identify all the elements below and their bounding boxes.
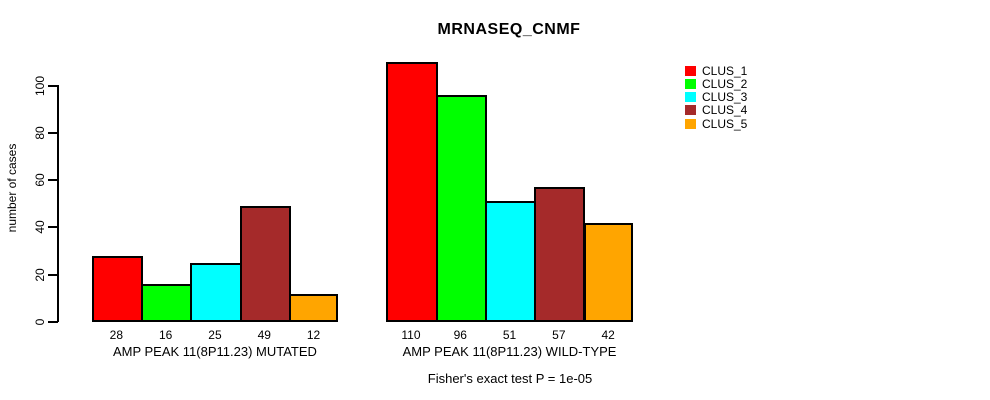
legend-item: CLUS_1 <box>685 63 748 78</box>
legend-swatch-icon <box>685 118 696 129</box>
bar-value-label: 51 <box>502 328 517 342</box>
y-axis-title: number of cases <box>5 143 19 233</box>
bar-value-label: 28 <box>109 328 124 342</box>
bar-value-label: 96 <box>453 328 467 342</box>
bar-value-label: 25 <box>208 328 222 342</box>
y-tick-label: 0 <box>33 318 47 326</box>
bar-value-label: 110 <box>401 328 421 342</box>
group-axis-label: AMP PEAK 11(8P11.23) MUTATED <box>112 344 317 359</box>
bar-value-label: 16 <box>158 328 173 342</box>
bar-value-label: 12 <box>306 328 321 342</box>
bar-clus_2 <box>435 94 487 322</box>
legend-item: CLUS_5 <box>685 116 748 131</box>
bar-clus_4 <box>239 206 291 322</box>
y-axis-line <box>56 84 59 322</box>
y-tick-label: 60 <box>33 173 47 187</box>
chart-title: MRNASEQ_CNMF <box>437 21 581 38</box>
bar-clus_5 <box>288 293 339 322</box>
legend-item: CLUS_2 <box>685 76 748 91</box>
y-tick-label: 80 <box>33 126 47 140</box>
bar-clus_1 <box>91 255 143 322</box>
y-tick <box>48 226 58 229</box>
stat-caption: Fisher's exact test P = 1e-05 <box>427 371 593 386</box>
bar-clus_1 <box>386 61 438 322</box>
bar-value-label: 42 <box>601 328 615 342</box>
legend-label: CLUS_2 <box>702 76 748 91</box>
bar-value-label: 57 <box>552 328 566 342</box>
legend-swatch-icon <box>685 105 696 116</box>
legend-label: CLUS_3 <box>702 90 748 105</box>
y-tick-label: 20 <box>33 268 47 282</box>
legend-swatch-icon <box>685 78 696 89</box>
y-tick <box>48 321 58 323</box>
y-tick-label: 40 <box>33 220 47 235</box>
y-tick <box>48 131 58 134</box>
legend-label: CLUS_5 <box>702 116 748 131</box>
y-tick <box>48 84 58 87</box>
legend-label: CLUS_1 <box>702 63 748 78</box>
bar-clus_3 <box>484 201 537 322</box>
bar-value-label: 49 <box>257 328 271 342</box>
y-tick <box>48 273 58 276</box>
legend-swatch-icon <box>685 65 696 76</box>
bar-clus_2 <box>141 284 193 322</box>
bar-clus_4 <box>534 187 586 322</box>
legend-item: CLUS_4 <box>685 103 748 118</box>
legend-swatch-icon <box>685 92 696 103</box>
bar-clus_3 <box>190 262 242 322</box>
y-tick <box>48 179 58 182</box>
legend-item: CLUS_3 <box>685 90 748 105</box>
y-tick-label: 100 <box>33 75 47 96</box>
group-axis-label: AMP PEAK 11(8P11.23) WILD-TYPE <box>402 344 617 359</box>
bar-clus_5 <box>583 222 633 322</box>
legend-label: CLUS_4 <box>702 103 748 118</box>
